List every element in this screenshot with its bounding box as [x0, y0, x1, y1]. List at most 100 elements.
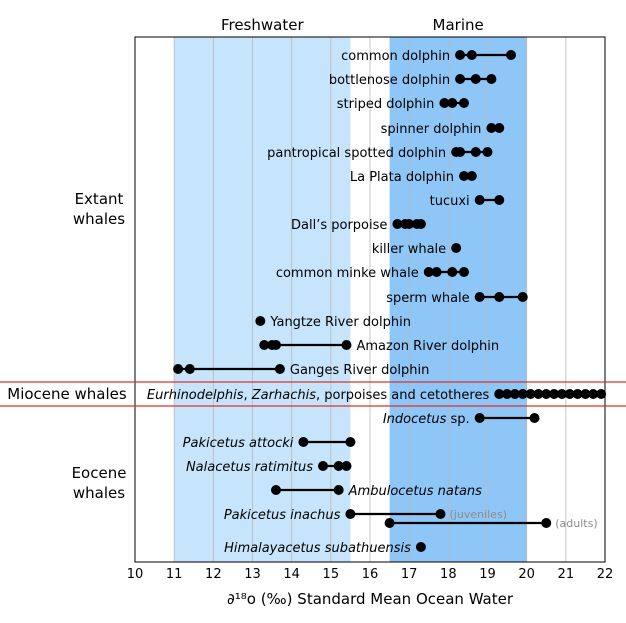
regions-layer: [174, 37, 527, 562]
group-label-extant: whales: [73, 210, 125, 228]
series-6-point: [474, 195, 485, 205]
series-19-point2: [541, 518, 552, 528]
series-6-label: tucuxi: [430, 194, 470, 209]
series-1-point: [455, 74, 466, 84]
label-part: Zarhachis: [251, 388, 316, 403]
plot-frame: [134, 36, 606, 563]
series-20-point: [415, 542, 426, 552]
series-2-point: [439, 98, 450, 108]
series-16-label: Pakicetus attocki: [183, 436, 294, 451]
x-tick-label: 20: [518, 567, 535, 582]
x-tick-label: 18: [440, 567, 457, 582]
series-0-point: [455, 50, 466, 60]
series-12-point: [341, 340, 352, 350]
label-part: sp.: [446, 412, 469, 427]
series-14-point: [525, 389, 536, 399]
grid-layer: [173, 37, 567, 562]
series-1-label: bottlenose dolphin: [329, 73, 450, 88]
series-13-point: [274, 364, 285, 374]
series-13-point: [173, 364, 184, 374]
group-label-miocene: Miocene whales: [7, 385, 127, 403]
series-4-point: [470, 147, 481, 157]
x-tick-label: 19: [479, 567, 496, 582]
series-9-point: [447, 267, 458, 277]
series-7-point: [392, 219, 403, 229]
x-tick-label: 22: [597, 567, 614, 582]
series-8-label: killer whale: [372, 242, 446, 257]
x-tick-label: 11: [166, 567, 183, 582]
series-9-point: [431, 267, 442, 277]
group-label-eocene: whales: [73, 484, 125, 502]
series-16-point: [298, 437, 309, 447]
series-18-label: Ambulocetus natans: [348, 484, 483, 499]
series-14-point: [588, 389, 599, 399]
series-18-point: [333, 485, 344, 495]
series-0-point: [506, 50, 516, 60]
series-7-label: Dall’s porpoise: [291, 218, 387, 233]
x-tick-label: 15: [323, 567, 340, 582]
x-axis-title: ∂¹⁸o (‰) Standard Mean Ocean Water: [227, 590, 514, 608]
series-11-label: Yangtze River dolphin: [269, 315, 411, 330]
series-14-point: [596, 389, 607, 399]
series-12-label: Amazon River dolphin: [357, 339, 500, 354]
series-13-point: [184, 364, 195, 374]
series-0-label: common dolphin: [341, 49, 450, 64]
region-1: [389, 37, 527, 562]
series-17-point: [341, 461, 352, 471]
series-3-point: [486, 123, 497, 133]
series-2-point: [459, 98, 469, 108]
series-2-label: striped dolphin: [337, 97, 435, 112]
x-tick-label: 14: [283, 567, 300, 582]
axes-layer: Freshwater Marine 10 11 12 13 14 15 16 17 18 19 20 21…: [0, 16, 626, 608]
miocene-label-bg: [0, 383, 134, 405]
marks-layer: [173, 50, 607, 552]
series-17-point: [318, 461, 328, 471]
region-0: [174, 37, 351, 562]
series-17-label: Nalacetus ratimitus: [186, 460, 313, 475]
series-3-label: spinner dolphin: [381, 122, 482, 137]
series-13-label: Ganges River dolphin: [290, 363, 429, 378]
series-11-point: [255, 316, 266, 326]
series-4-point: [455, 147, 466, 157]
series-19-label: Pakicetus inachus: [224, 508, 341, 523]
series-1-point: [470, 74, 481, 84]
series-14-point: [556, 389, 567, 399]
series-14-label: Eurhinodelphis, Zarhachis, porpoises and…: [147, 388, 490, 403]
series-5-label: La Plata dolphin: [350, 170, 454, 185]
series-14-point: [549, 389, 560, 399]
label-part: Eurhinodelphis: [147, 388, 244, 403]
series-15-label: Indocetus sp.: [383, 412, 470, 427]
series-20-label: Himalayacetus subathuensis: [224, 541, 411, 556]
series-5-point: [466, 171, 477, 181]
series-9-point: [459, 267, 469, 277]
region-label-0: Freshwater: [221, 16, 304, 34]
series-19-note: (juveniles): [450, 508, 507, 521]
series-14-point: [580, 389, 591, 399]
series-4-point: [482, 147, 493, 157]
series-1-point: [486, 74, 497, 84]
series-14-point: [564, 389, 575, 399]
group-label-eocene: Eocene: [72, 464, 127, 482]
series-15-point: [474, 413, 485, 423]
series-8-point: [451, 243, 462, 253]
label-part: Indocetus: [383, 412, 447, 427]
series-0-point: [466, 50, 477, 60]
series-14-point: [494, 389, 505, 399]
series-12-point: [259, 340, 270, 350]
series-14-point: [541, 389, 552, 399]
series-7-point: [415, 219, 426, 229]
labels-layer: common dolphin bottlenose dolphin striped …: [147, 49, 598, 556]
group-label-extant: Extant: [75, 190, 124, 208]
series-10-point: [474, 292, 485, 302]
label-part: , porpoises and cetotheres: [316, 388, 489, 403]
series-10-point: [517, 292, 528, 302]
series-5-point: [459, 171, 469, 181]
series-14-point: [533, 389, 544, 399]
region-label-1: Marine: [433, 16, 484, 34]
series-3-point: [494, 123, 505, 133]
series-9-label: common minke whale: [276, 266, 419, 281]
series-14-point: [572, 389, 583, 399]
series-19-point: [345, 509, 356, 519]
x-tick-label: 17: [401, 567, 418, 582]
x-tick-label: 10: [127, 567, 144, 582]
